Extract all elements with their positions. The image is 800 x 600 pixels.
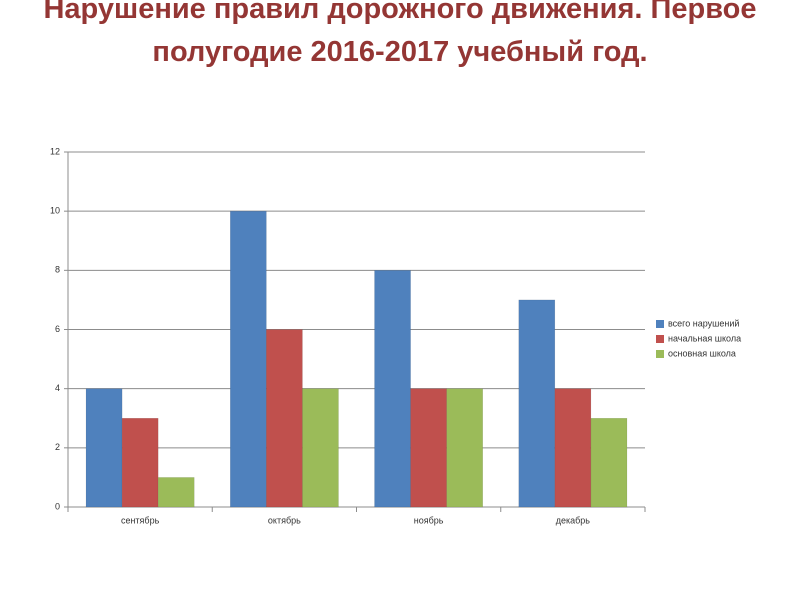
- y-tick-label: 4: [55, 383, 60, 393]
- x-tick-label: октябрь: [268, 515, 301, 525]
- bar: [230, 210, 267, 508]
- bar: [121, 418, 159, 508]
- legend-swatch: [656, 350, 664, 358]
- bar: [374, 270, 411, 508]
- bar: [157, 477, 195, 508]
- x-tick-label: декабрь: [556, 515, 591, 525]
- legend-swatch: [656, 320, 664, 328]
- bar: [446, 388, 483, 508]
- bar: [410, 388, 447, 508]
- y-tick-label: 0: [55, 501, 60, 511]
- legend-label: всего нарушений: [668, 318, 739, 328]
- legend-label: основная школа: [668, 348, 736, 358]
- bar: [302, 388, 339, 508]
- y-tick-label: 2: [55, 442, 60, 452]
- y-tick-label: 12: [50, 146, 60, 156]
- bar: [518, 299, 556, 508]
- legend-label: начальная школа: [668, 333, 741, 343]
- bar: [554, 388, 592, 508]
- y-tick-label: 6: [55, 324, 60, 334]
- y-tick-label: 8: [55, 265, 60, 275]
- bar: [266, 329, 303, 508]
- chart-title: Нарушение правил дорожного движения. Пер…: [43, 0, 757, 68]
- bar: [590, 418, 628, 508]
- x-tick-label: сентябрь: [121, 515, 160, 525]
- legend-swatch: [656, 335, 664, 343]
- x-tick-label: ноябрь: [414, 515, 444, 525]
- bar: [85, 388, 123, 508]
- y-tick-label: 10: [50, 206, 60, 216]
